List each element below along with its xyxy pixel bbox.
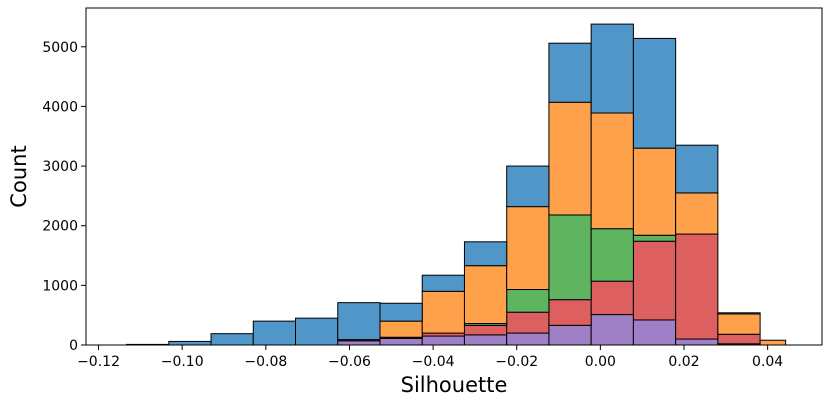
x-tick-label: 0.00 [585, 354, 616, 370]
bar-green-bin-9 [506, 289, 550, 313]
bar-orange-bin-8 [463, 265, 508, 325]
x-tick-label: 0.02 [668, 354, 699, 370]
bar-red-bin-8 [463, 324, 508, 336]
y-tick-label: 4000 [42, 99, 78, 115]
bar-blue-bin-10 [548, 42, 592, 103]
x-tick-label: −0.04 [412, 354, 455, 370]
bar-purple-bin-5 [337, 340, 381, 346]
bar-green-bin-12 [632, 234, 677, 242]
bar-orange-bin-15 [759, 339, 787, 346]
y-tick-label: 2000 [42, 219, 78, 235]
bar-blue-bin-3 [252, 320, 297, 346]
bar-blue-bin-8 [463, 241, 508, 267]
bar-orange-bin-9 [506, 206, 550, 291]
x-tick-label: −0.10 [161, 354, 204, 370]
bar-blue-bin-9 [506, 165, 550, 208]
y-tick-label: 3000 [42, 159, 78, 175]
y-tick-label: 1000 [42, 278, 78, 294]
bar-blue-bin-13 [675, 144, 719, 194]
bar-blue-bin-1 [168, 340, 212, 346]
bar-orange-bin-6 [379, 320, 423, 338]
bar-orange-bin-11 [590, 112, 634, 230]
bar-purple-bin-10 [548, 324, 592, 346]
bar-orange-bin-13 [675, 192, 719, 235]
y-axis-label: Count [7, 145, 31, 207]
x-tick-label: −0.12 [77, 354, 120, 370]
bar-blue-bin-6 [379, 302, 423, 322]
bar-orange-bin-14 [717, 313, 761, 335]
bar-red-bin-11 [590, 280, 634, 316]
x-tick-label: 0.04 [752, 354, 783, 370]
bar-blue-bin-12 [632, 37, 677, 149]
bar-purple-bin-9 [506, 332, 550, 346]
bar-red-bin-12 [632, 240, 677, 321]
bar-red-bin-13 [675, 233, 719, 340]
x-axis-ticks: −0.12 −0.10 −0.08 −0.06 −0.04 −0.02 0.00 0.02 0.… [77, 345, 783, 370]
bar-purple-bin-6 [379, 337, 423, 346]
bar-blue-bin-2 [210, 333, 254, 346]
bar-blue-bin-7 [421, 274, 465, 292]
x-tick-label: −0.02 [495, 354, 538, 370]
bar-purple-bin-7 [421, 335, 465, 346]
bar-purple-bin-12 [632, 319, 677, 346]
bar-orange-bin-7 [421, 290, 465, 334]
bar-green-bin-10 [548, 214, 592, 301]
bar-purple-bin-11 [590, 314, 634, 346]
bars-layer [126, 23, 787, 346]
x-tick-label: −0.06 [328, 354, 371, 370]
y-tick-label: 5000 [42, 40, 78, 56]
bar-red-bin-9 [506, 311, 550, 334]
bar-blue-bin-11 [590, 23, 634, 114]
bar-red-bin-14 [717, 333, 761, 345]
bar-purple-bin-8 [463, 334, 508, 346]
bar-blue-bin-4 [295, 317, 339, 346]
bar-orange-bin-10 [548, 101, 592, 216]
bar-orange-bin-12 [632, 147, 677, 236]
bar-red-bin-10 [548, 299, 592, 326]
x-tick-label: −0.08 [244, 354, 287, 370]
y-axis-ticks: 0 1000 2000 3000 4000 5000 [42, 40, 86, 354]
y-tick-label: 0 [69, 338, 78, 354]
bar-purple-bin-13 [675, 338, 719, 346]
bar-green-bin-11 [590, 228, 634, 282]
bar-blue-bin-5 [337, 302, 381, 341]
plot-frame [85, 7, 823, 346]
bar-blue-bin-14 [717, 312, 761, 315]
x-axis-label: Silhouette [401, 373, 508, 397]
